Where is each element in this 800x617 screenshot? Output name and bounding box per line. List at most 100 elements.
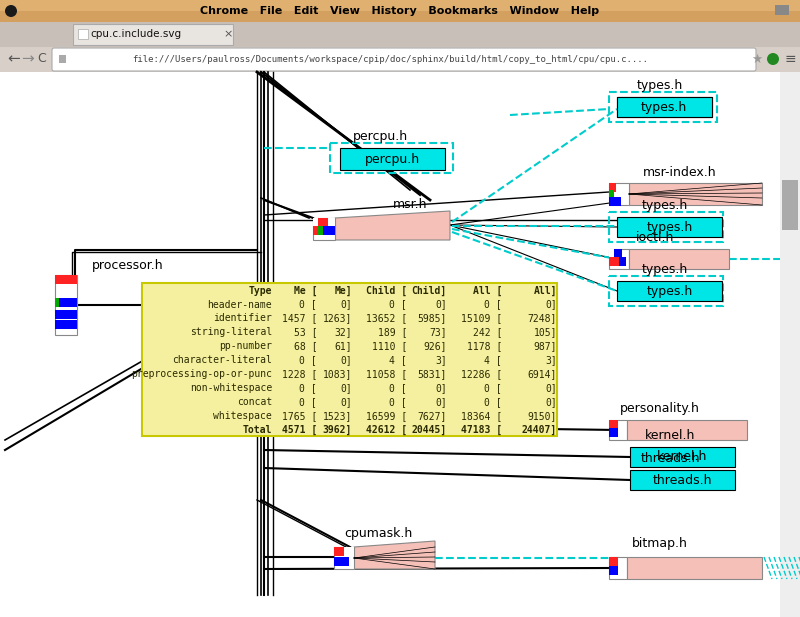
Text: C: C — [38, 52, 46, 65]
Text: non-whitespace: non-whitespace — [190, 383, 272, 393]
Bar — [627, 557, 762, 579]
Text: types.h: types.h — [637, 79, 683, 92]
Text: Me [: Me [ — [294, 286, 317, 296]
Text: 6914]: 6914] — [528, 369, 557, 379]
Text: 68 [: 68 [ — [294, 341, 317, 351]
Text: 4 [: 4 [ — [390, 355, 407, 365]
Bar — [334, 557, 349, 566]
Text: 16599 [: 16599 [ — [366, 411, 407, 421]
Text: 0]: 0] — [546, 397, 557, 407]
Text: 0]: 0] — [340, 383, 352, 393]
Bar — [330, 143, 453, 173]
Text: kernel.h: kernel.h — [645, 429, 695, 442]
Text: 0]: 0] — [435, 397, 447, 407]
Polygon shape — [354, 541, 435, 569]
Text: 53 [: 53 [ — [294, 328, 317, 337]
Text: All]: All] — [534, 286, 557, 296]
Bar — [73, 24, 233, 45]
Text: msr.h: msr.h — [393, 198, 427, 211]
Text: 987]: 987] — [534, 341, 557, 351]
Bar — [0, 22, 800, 47]
Bar — [0, 72, 780, 617]
Bar — [609, 92, 717, 122]
Text: 189 [: 189 [ — [378, 328, 407, 337]
Text: 1083]: 1083] — [322, 369, 352, 379]
Text: Child [: Child [ — [366, 286, 407, 296]
FancyBboxPatch shape — [52, 48, 756, 71]
Text: 7248]: 7248] — [528, 313, 557, 323]
Text: processor.h: processor.h — [92, 259, 164, 271]
Text: kernel.h: kernel.h — [658, 450, 708, 463]
Text: 0]: 0] — [546, 383, 557, 393]
Bar — [318, 226, 323, 235]
Text: 3962]: 3962] — [322, 424, 352, 435]
Bar — [318, 218, 328, 227]
Text: types.h: types.h — [642, 199, 688, 212]
Polygon shape — [335, 211, 450, 240]
Text: 5985]: 5985] — [418, 313, 447, 323]
Bar — [609, 257, 619, 266]
Circle shape — [5, 5, 17, 17]
Text: cpumask.h: cpumask.h — [344, 527, 412, 540]
Text: identifier: identifier — [214, 313, 272, 323]
Bar — [313, 218, 335, 240]
Text: 0 [: 0 [ — [484, 397, 502, 407]
Text: 4 [: 4 [ — [484, 355, 502, 365]
Text: ioctl.h: ioctl.h — [636, 231, 674, 244]
Bar — [627, 420, 747, 440]
Text: whitespace: whitespace — [214, 411, 272, 421]
Text: cpu.c.include.svg: cpu.c.include.svg — [90, 29, 181, 39]
Text: 0 [: 0 [ — [484, 383, 502, 393]
Text: 18364 [: 18364 [ — [461, 411, 502, 421]
Text: 0]: 0] — [435, 300, 447, 310]
Text: 1765 [: 1765 [ — [282, 411, 317, 421]
Text: ×: × — [223, 29, 233, 39]
Bar — [609, 183, 616, 192]
Text: Child]: Child] — [412, 286, 447, 296]
Bar — [0, 0, 800, 11]
Bar — [630, 447, 735, 467]
Text: 73]: 73] — [430, 328, 447, 337]
Bar — [59, 55, 66, 63]
Bar — [313, 226, 318, 235]
Text: 0 [: 0 [ — [390, 300, 407, 310]
Bar — [617, 281, 722, 301]
Text: 0]: 0] — [435, 383, 447, 393]
Text: 0 [: 0 [ — [484, 300, 502, 310]
Bar — [609, 249, 629, 269]
Bar — [609, 197, 621, 206]
Text: 3]: 3] — [546, 355, 557, 365]
Bar — [55, 275, 77, 335]
Text: percpu.h: percpu.h — [365, 152, 420, 165]
Text: Chrome   File   Edit   View   History   Bookmarks   Window   Help: Chrome File Edit View History Bookmarks … — [201, 6, 599, 16]
Text: msr-index.h: msr-index.h — [643, 166, 717, 179]
Bar — [334, 547, 344, 556]
Bar — [323, 226, 335, 235]
Text: header-name: header-name — [207, 300, 272, 310]
Bar — [617, 97, 712, 117]
Text: ★: ★ — [751, 52, 762, 65]
Bar — [629, 249, 729, 269]
Bar — [55, 320, 77, 329]
Text: concat: concat — [237, 397, 272, 407]
Text: 1228 [: 1228 [ — [282, 369, 317, 379]
Bar — [609, 557, 618, 566]
Bar — [775, 5, 789, 15]
Bar — [78, 29, 88, 39]
Text: 105]: 105] — [534, 328, 557, 337]
Text: threads.h: threads.h — [653, 473, 712, 486]
Text: 11058 [: 11058 [ — [366, 369, 407, 379]
Text: All [: All [ — [473, 286, 502, 296]
Text: 3]: 3] — [435, 355, 447, 365]
Text: 1523]: 1523] — [322, 411, 352, 421]
Text: 13652 [: 13652 [ — [366, 313, 407, 323]
Text: Me]: Me] — [334, 286, 352, 296]
Text: ←: ← — [8, 51, 20, 67]
Text: 0 [: 0 [ — [390, 383, 407, 393]
Text: 0 [: 0 [ — [299, 355, 317, 365]
Text: 47183 [: 47183 [ — [461, 424, 502, 435]
Text: 1263]: 1263] — [322, 313, 352, 323]
Text: 20445]: 20445] — [412, 424, 447, 435]
Bar — [619, 257, 626, 266]
Text: 1178 [: 1178 [ — [466, 341, 502, 351]
